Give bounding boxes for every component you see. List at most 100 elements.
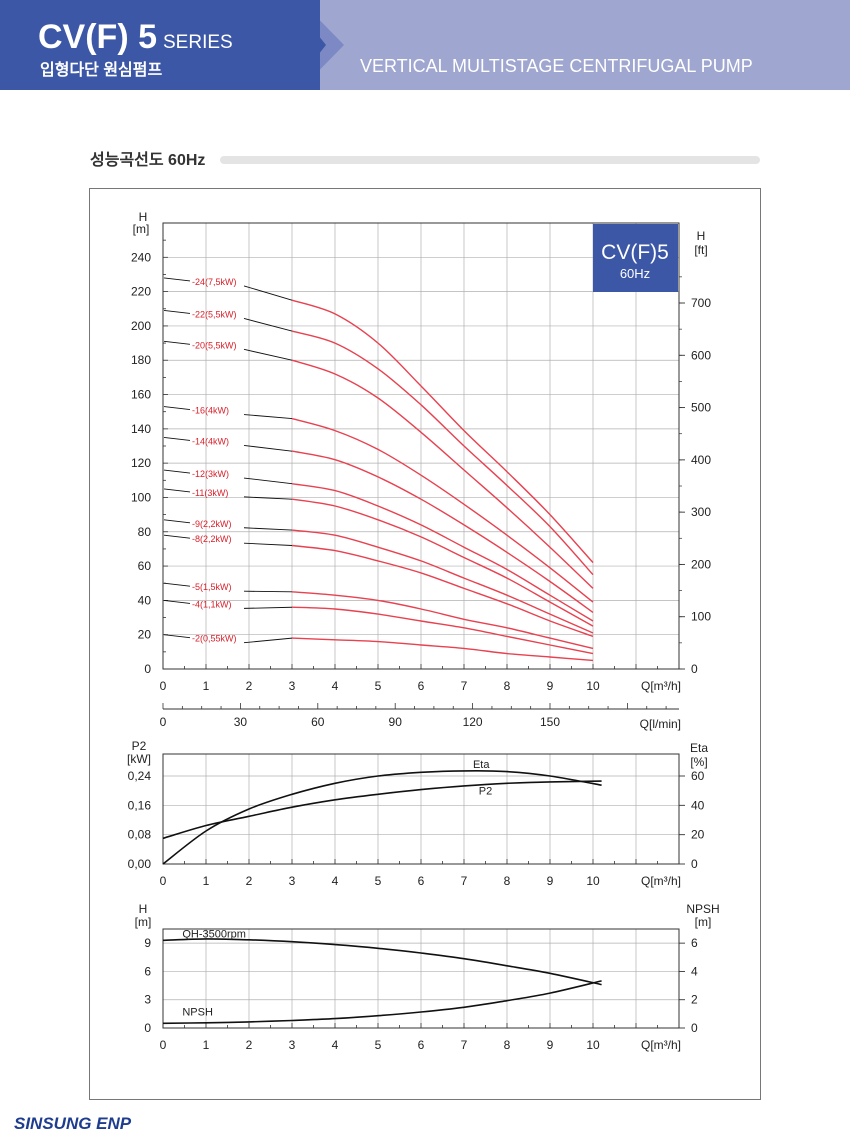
x-axis-label: Q[m³/h]: [641, 874, 681, 888]
x-tick-label: 4: [332, 679, 339, 693]
y-right-tick-label: 400: [691, 453, 711, 467]
y-tick-label: 6: [144, 964, 151, 978]
x-tick-label: 4: [332, 874, 339, 888]
label-leader: [243, 637, 293, 644]
x-tick-label: 5: [375, 1038, 382, 1052]
y-tick-label: 240: [131, 250, 151, 264]
section-title: 성능곡선도 60Hz: [90, 152, 206, 169]
y-right-axis-unit: [ft]: [694, 243, 707, 257]
head-curve: [291, 591, 594, 650]
y-right-axis-unit: [m]: [695, 915, 712, 929]
label-leader: [243, 477, 293, 485]
y-tick-label: 0,16: [128, 798, 152, 812]
y-right-tick-label: 20: [691, 828, 705, 842]
y-tick-label: 80: [138, 525, 152, 539]
y-tick-label: 60: [138, 559, 152, 573]
series-suffix: SERIES: [163, 32, 233, 53]
secondary-x-axis-label: Q[l/min]: [640, 717, 681, 731]
curve-label: -2(0,55kW): [192, 634, 237, 644]
model-badge: [593, 224, 678, 292]
curve-label: -16(4kW): [192, 406, 229, 416]
y-right-tick-label: 0: [691, 662, 698, 676]
label-leader: [243, 542, 293, 546]
x-tick-label: 5: [375, 679, 382, 693]
x-tick-label: 1: [203, 679, 210, 693]
label-leader: [163, 310, 191, 314]
label-leader: [243, 527, 293, 531]
x-tick-label: 9: [547, 874, 554, 888]
label-leader: [163, 340, 191, 345]
header-arrow: [290, 0, 326, 90]
label-leader: [163, 277, 191, 282]
curve-label: -14(4kW): [192, 436, 229, 446]
label-leader: [163, 436, 191, 441]
series-curve: [162, 780, 602, 840]
series-label-p2: P2: [479, 785, 492, 797]
y-right-axis-label: NPSH: [686, 902, 719, 916]
y-tick-label: 9: [144, 936, 151, 950]
series-curve: [162, 938, 602, 986]
label-leader: [163, 599, 191, 604]
x-tick-label: 8: [504, 1038, 511, 1052]
series-curve: [162, 980, 602, 1025]
y-tick-label: 220: [131, 285, 151, 299]
y-tick-label: 3: [144, 993, 151, 1007]
head-curve: [291, 483, 594, 622]
y-right-tick-label: 200: [691, 557, 711, 571]
series-curve: [162, 769, 602, 865]
x-tick-label: 9: [547, 679, 554, 693]
label-leader: [243, 496, 293, 500]
x-tick-label: 2: [246, 874, 253, 888]
secondary-x-tick-label: 0: [160, 715, 167, 729]
label-leader: [243, 444, 293, 452]
y-right-tick-label: 4: [691, 964, 698, 978]
head-curve: [291, 450, 594, 613]
x-tick-label: 7: [461, 874, 468, 888]
x-tick-label: 0: [160, 679, 167, 693]
head-curve: [291, 299, 594, 564]
y-tick-label: 0: [144, 662, 151, 676]
label-leader: [163, 534, 191, 539]
curve-label: -4(1,1kW): [192, 599, 232, 609]
y-right-tick-label: 0: [691, 1021, 698, 1035]
y-axis-label: P2: [132, 739, 147, 753]
y-right-tick-label: 600: [691, 348, 711, 362]
x-axis-label: Q[m³/h]: [641, 679, 681, 693]
secondary-x-tick-label: 60: [311, 715, 325, 729]
y-right-tick-label: 2: [691, 993, 698, 1007]
x-tick-label: 10: [586, 679, 600, 693]
y-tick-label: 0,24: [128, 769, 152, 783]
badge-freq: 60Hz: [620, 266, 650, 281]
x-tick-label: 6: [418, 679, 425, 693]
y-right-tick-label: 40: [691, 798, 705, 812]
label-leader: [243, 348, 293, 361]
x-tick-label: 6: [418, 874, 425, 888]
x-tick-label: 2: [246, 1038, 253, 1052]
label-leader: [163, 469, 191, 474]
y-right-tick-label: 0: [691, 857, 698, 871]
y-tick-label: 140: [131, 422, 151, 436]
y-axis-unit: [m]: [133, 222, 150, 236]
y-right-tick-label: 100: [691, 610, 711, 624]
y-tick-label: 0: [144, 1021, 151, 1035]
x-tick-label: 9: [547, 1038, 554, 1052]
section-rule: [220, 156, 760, 164]
curve-label: -11(3kW): [192, 488, 228, 498]
head-curve: [291, 417, 594, 603]
secondary-x-tick-label: 30: [234, 715, 248, 729]
y-right-axis-label: Eta: [690, 741, 708, 755]
y-right-tick-label: 700: [691, 296, 711, 310]
y-tick-label: 0,08: [128, 828, 152, 842]
curve-label: -20(5,5kW): [192, 340, 237, 350]
x-tick-label: 1: [203, 1038, 210, 1052]
y-tick-label: 0,00: [128, 857, 152, 871]
y-tick-label: 40: [138, 593, 152, 607]
head-curve: [291, 330, 594, 576]
label-leader: [163, 582, 191, 587]
head-curve: [291, 529, 594, 634]
y-axis-label: H: [139, 210, 148, 224]
x-tick-label: 10: [586, 874, 600, 888]
x-tick-label: 3: [289, 874, 296, 888]
series-label-eta: Eta: [473, 759, 490, 771]
